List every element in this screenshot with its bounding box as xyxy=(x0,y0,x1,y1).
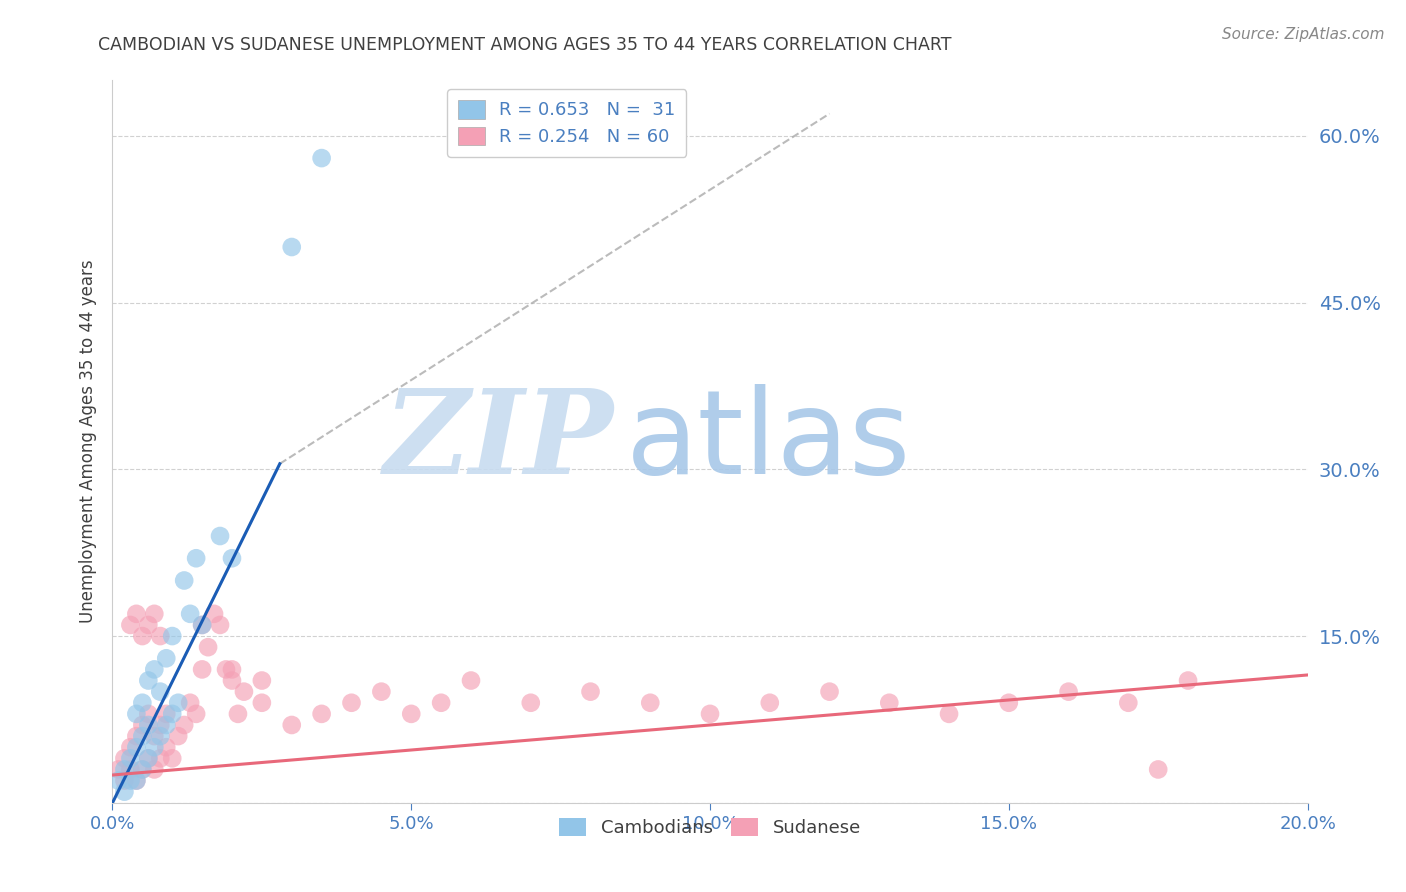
Point xyxy=(173,574,195,588)
Point xyxy=(640,696,662,710)
Point xyxy=(281,240,304,254)
Point xyxy=(162,706,183,721)
Point xyxy=(311,151,333,165)
Point xyxy=(149,718,172,732)
Point xyxy=(114,773,135,788)
Point xyxy=(759,696,782,710)
Point xyxy=(131,763,153,777)
Point xyxy=(460,673,482,688)
Point xyxy=(281,718,304,732)
Point xyxy=(191,662,214,676)
Point xyxy=(120,618,142,632)
Point xyxy=(197,640,219,655)
Point xyxy=(125,773,148,788)
Point xyxy=(131,718,153,732)
Point xyxy=(250,673,273,688)
Point xyxy=(125,740,148,755)
Point xyxy=(191,618,214,632)
Point xyxy=(250,696,273,710)
Point xyxy=(143,662,166,676)
Point xyxy=(143,763,166,777)
Point xyxy=(125,773,148,788)
Point xyxy=(125,706,148,721)
Point xyxy=(162,751,183,765)
Point xyxy=(143,607,166,621)
Point xyxy=(202,607,225,621)
Point xyxy=(167,729,190,743)
Point xyxy=(138,706,160,721)
Point xyxy=(1147,763,1170,777)
Point xyxy=(120,773,142,788)
Point xyxy=(149,729,172,743)
Point xyxy=(818,684,841,698)
Point xyxy=(221,551,243,566)
Text: ZIP: ZIP xyxy=(384,384,614,499)
Y-axis label: Unemployment Among Ages 35 to 44 years: Unemployment Among Ages 35 to 44 years xyxy=(79,260,97,624)
Point xyxy=(120,763,142,777)
Point xyxy=(131,696,153,710)
Point xyxy=(138,751,160,765)
Point xyxy=(155,651,177,665)
Point xyxy=(221,662,243,676)
Point xyxy=(401,706,423,721)
Point xyxy=(149,751,172,765)
Point xyxy=(879,696,901,710)
Text: Source: ZipAtlas.com: Source: ZipAtlas.com xyxy=(1222,27,1385,42)
Text: atlas: atlas xyxy=(627,384,911,499)
Point xyxy=(149,684,172,698)
Point xyxy=(1177,673,1199,688)
Point xyxy=(370,684,392,698)
Point xyxy=(125,607,148,621)
Point xyxy=(1057,684,1080,698)
Point xyxy=(179,607,201,621)
Point xyxy=(107,773,129,788)
Point xyxy=(143,740,166,755)
Point xyxy=(138,751,160,765)
Point xyxy=(131,729,153,743)
Point xyxy=(114,751,135,765)
Point xyxy=(579,684,602,698)
Point xyxy=(520,696,543,710)
Point xyxy=(131,629,153,643)
Point xyxy=(1118,696,1140,710)
Point xyxy=(209,618,232,632)
Legend: Cambodians, Sudanese: Cambodians, Sudanese xyxy=(553,811,868,845)
Point xyxy=(340,696,363,710)
Point xyxy=(138,618,160,632)
Point xyxy=(125,729,148,743)
Point xyxy=(114,763,135,777)
Point xyxy=(162,629,183,643)
Point xyxy=(430,696,453,710)
Point xyxy=(138,673,160,688)
Point xyxy=(221,673,243,688)
Point xyxy=(114,785,135,799)
Point xyxy=(699,706,721,721)
Point xyxy=(186,551,208,566)
Point xyxy=(155,718,177,732)
Point xyxy=(233,684,256,698)
Point xyxy=(155,706,177,721)
Point xyxy=(998,696,1021,710)
Point xyxy=(155,740,177,755)
Point xyxy=(311,706,333,721)
Point xyxy=(167,696,190,710)
Point xyxy=(120,751,142,765)
Point xyxy=(179,696,201,710)
Point xyxy=(143,729,166,743)
Point xyxy=(209,529,232,543)
Point xyxy=(107,763,129,777)
Point xyxy=(186,706,208,721)
Point xyxy=(149,629,172,643)
Point xyxy=(131,763,153,777)
Text: CAMBODIAN VS SUDANESE UNEMPLOYMENT AMONG AGES 35 TO 44 YEARS CORRELATION CHART: CAMBODIAN VS SUDANESE UNEMPLOYMENT AMONG… xyxy=(98,36,952,54)
Point xyxy=(120,740,142,755)
Point xyxy=(173,718,195,732)
Point xyxy=(938,706,960,721)
Point xyxy=(191,618,214,632)
Point xyxy=(226,706,249,721)
Point xyxy=(215,662,238,676)
Point xyxy=(138,718,160,732)
